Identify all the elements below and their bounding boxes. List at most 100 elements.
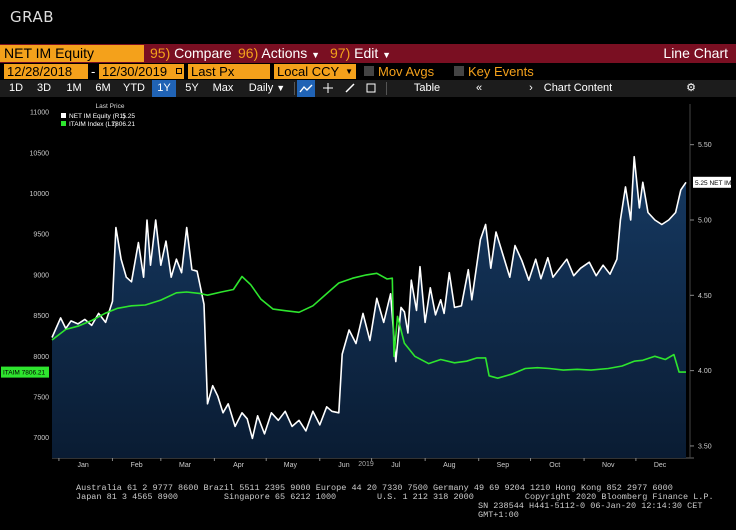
- left-tick-label: 10500: [30, 150, 50, 157]
- mov-avgs-label: Mov Avgs: [378, 64, 435, 79]
- security-field[interactable]: NET IM Equity: [0, 45, 144, 62]
- currency-select[interactable]: Local CCY ▼: [274, 64, 356, 79]
- x-tick-label: Feb: [131, 462, 143, 469]
- footer-line-2: Japan 81 3 4565 8900 Singapore 65 6212 1…: [76, 492, 714, 502]
- key-events-label: Key Events: [468, 64, 534, 79]
- range-1m[interactable]: 1M: [66, 82, 82, 94]
- toolbar-divider: [386, 82, 387, 95]
- left-tick-label: 9500: [33, 232, 49, 239]
- x-tick-label: Nov: [602, 462, 615, 469]
- legend-value-itaim: 7806.21: [112, 121, 136, 128]
- compare-menu-number: 95): [150, 45, 171, 61]
- footer-line-1: Australia 61 2 9777 8600 Brazil 5511 239…: [76, 483, 673, 493]
- x-tick-label: Mar: [179, 462, 192, 469]
- title-bar: [0, 0, 736, 44]
- left-tick-label: 10000: [30, 191, 50, 198]
- x-tick-label: Jul: [391, 462, 400, 469]
- range-1d[interactable]: 1D: [8, 82, 24, 94]
- legend-name-itaim: ITAIM Index (L1): [69, 121, 117, 128]
- crosshair-icon[interactable]: [319, 80, 337, 97]
- mov-avgs-checkbox[interactable]: [364, 66, 374, 76]
- legend-name-net-im: NET IM Equity (R1): [69, 113, 125, 120]
- x-tick-label: Dec: [654, 462, 667, 469]
- right-tick-label: 4.00: [698, 368, 712, 375]
- x-tick-label: Jan: [77, 462, 88, 469]
- range-max[interactable]: Max: [212, 82, 234, 94]
- net-im-area-fill: [52, 156, 686, 458]
- start-date-field[interactable]: 12/28/2018: [4, 64, 88, 79]
- legend-swatch-net-im: [61, 113, 66, 118]
- text-tool-icon[interactable]: [362, 80, 380, 97]
- series-line-itaim-index: [51, 272, 686, 380]
- left-tick-label: 11000: [30, 110, 49, 117]
- left-tick-label: 7500: [33, 394, 49, 401]
- chevron-down-icon: ▼: [345, 67, 353, 76]
- legend-value-net-im: 5.25: [122, 113, 135, 120]
- double-chevron-left-icon[interactable]: «: [475, 82, 483, 94]
- x-tick-label: Sep: [497, 462, 510, 469]
- toolbar-divider: [294, 82, 295, 95]
- legend-swatch-itaim: [61, 121, 66, 126]
- x-tick-label: Oct: [549, 462, 560, 469]
- series-line-net-im-equity: [51, 155, 687, 440]
- end-date-field[interactable]: 12/30/2019: [99, 64, 183, 79]
- edit-menu-label: Edit: [354, 45, 379, 61]
- ticker-label: GRAB: [10, 8, 54, 26]
- annotation-pen-icon[interactable]: [341, 80, 359, 97]
- left-tick-label: 7000: [33, 435, 49, 442]
- x-axis-title: 2019: [358, 461, 374, 468]
- last-price-tag-left: [1, 366, 49, 378]
- compare-menu-label: Compare: [174, 45, 232, 61]
- gear-icon[interactable]: ⚙: [686, 82, 696, 94]
- right-axis: 3.50 4.00 4.50 5.00 5.50: [690, 142, 712, 450]
- x-tick-label: Apr: [233, 462, 245, 469]
- frequency-select[interactable]: Daily ▼: [242, 80, 292, 97]
- chart-content-button[interactable]: Chart Content: [543, 82, 613, 94]
- left-tick-label: 8500: [33, 313, 49, 320]
- compare-menu[interactable]: 95) Compare: [150, 45, 232, 62]
- right-tick-label: 5.50: [698, 142, 712, 149]
- footer-line-3: SN 238544 H441-5112-0 06-Jan-20 12:14:30…: [478, 501, 703, 520]
- chevron-down-icon: ▼: [382, 50, 392, 60]
- chevron-right-icon: ›: [529, 82, 533, 94]
- table-button[interactable]: Table: [413, 82, 441, 94]
- x-tick-label: Aug: [443, 462, 456, 469]
- price-chart: 700075008000850090009500100001050011000 …: [0, 98, 736, 470]
- last-price-tag-right-text: 5.25 NET IM: [695, 180, 731, 187]
- actions-menu-label: Actions: [261, 45, 308, 61]
- right-tick-label: 5.00: [698, 217, 712, 224]
- x-tick-label: Jun: [338, 462, 349, 469]
- actions-menu[interactable]: 96) Actions ▼: [238, 45, 320, 62]
- range-3d[interactable]: 3D: [36, 82, 52, 94]
- command-bar: [0, 44, 736, 63]
- range-6m[interactable]: 6M: [95, 82, 111, 94]
- left-axis: 7000 7500 8000 8500 9000 9500 10000 10500 11000: [30, 110, 50, 443]
- right-tick-label: 4.50: [698, 293, 712, 300]
- legend-box: [59, 104, 137, 131]
- price-field[interactable]: Last Px: [188, 64, 270, 79]
- left-tick-label: 9000: [33, 272, 49, 279]
- edit-menu[interactable]: 97) Edit ▼: [330, 45, 391, 62]
- footer: Australia 61 2 9777 8600 Brazil 5511 239…: [0, 484, 736, 520]
- x-axis: Jan Feb Mar Apr May Jun Jul Aug Sep Oct Nov Dec: [58, 458, 667, 469]
- last-price-tag-left-text: ITAIM 7806.21: [3, 370, 46, 377]
- frequency-select-value: Daily: [248, 82, 274, 94]
- edit-menu-number: 97): [330, 45, 351, 61]
- last-price-tag-right: [693, 176, 731, 188]
- view-title: Line Chart: [663, 45, 728, 61]
- x-tick-label: May: [284, 462, 298, 469]
- legend-header: Last Price: [96, 103, 125, 110]
- left-tick-label: 8000: [33, 354, 49, 361]
- range-1y[interactable]: 1Y: [152, 80, 176, 97]
- right-tick-label: 3.50: [698, 443, 712, 450]
- calendar-icon[interactable]: [174, 64, 184, 79]
- key-events-checkbox[interactable]: [454, 66, 464, 76]
- range-5y[interactable]: 5Y: [185, 82, 199, 94]
- range-ytd[interactable]: YTD: [123, 82, 145, 94]
- chevron-down-icon: ▼: [311, 50, 321, 60]
- currency-select-value: Local CCY: [277, 64, 340, 79]
- date-separator: -: [91, 64, 96, 79]
- range-toolbar: [0, 80, 736, 97]
- actions-menu-number: 96): [238, 45, 259, 61]
- line-chart-icon[interactable]: [297, 80, 315, 97]
